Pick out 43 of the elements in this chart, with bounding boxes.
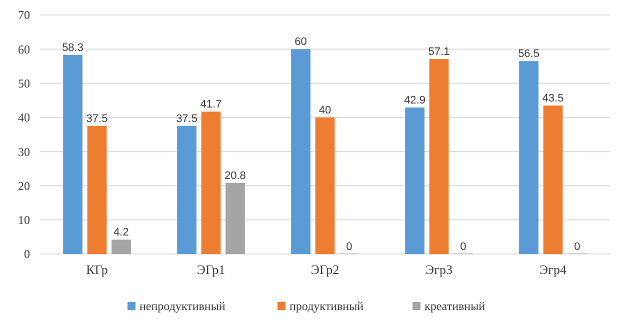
data-label: 43.5 xyxy=(542,92,564,104)
bar xyxy=(543,105,563,254)
data-label: 57.1 xyxy=(428,46,450,58)
y-tick-label: 50 xyxy=(18,76,30,90)
data-label: 58.3 xyxy=(62,42,84,54)
data-label: 20.8 xyxy=(224,170,246,182)
data-label: 40 xyxy=(318,104,332,116)
bar xyxy=(87,126,107,254)
x-tick-label: Эгр4 xyxy=(540,262,567,277)
data-label: 37.5 xyxy=(86,112,108,125)
data-label: 0 xyxy=(460,241,466,253)
bar xyxy=(63,54,82,254)
legend-label: непродуктивный xyxy=(140,299,226,314)
bar xyxy=(291,49,310,254)
x-tick-label: ЭГр2 xyxy=(310,262,340,277)
data-label: 37.5 xyxy=(176,112,198,125)
bar xyxy=(112,240,131,254)
data-label: 42.9 xyxy=(404,94,426,107)
y-tick-label: 60 xyxy=(18,42,30,56)
y-tick-label: 70 xyxy=(18,8,30,22)
bar xyxy=(226,182,245,254)
x-tick-label: Эгр3 xyxy=(426,262,452,277)
data-label: 0 xyxy=(346,241,352,253)
bar xyxy=(177,126,196,254)
x-tick-label: КГр xyxy=(86,262,108,277)
y-tick-label: 40 xyxy=(18,110,30,125)
data-label: 4.2 xyxy=(114,226,129,239)
bar xyxy=(429,59,449,254)
data-label: 0 xyxy=(574,241,580,253)
y-tick-label: 20 xyxy=(18,178,30,193)
data-label: 41.7 xyxy=(200,98,222,111)
bar xyxy=(519,61,538,254)
data-label: 60 xyxy=(294,36,307,48)
y-tick-label: 30 xyxy=(18,144,30,159)
data-label: 56.5 xyxy=(518,48,540,60)
bar xyxy=(405,108,424,254)
x-tick-label: ЭГр1 xyxy=(196,262,226,277)
y-tick-label: 0 xyxy=(24,247,30,262)
y-tick-label: 10 xyxy=(18,213,30,228)
legend-label: креативный xyxy=(424,299,486,314)
bar xyxy=(201,112,221,254)
legend-label: продуктивный xyxy=(290,299,364,314)
bar xyxy=(315,117,335,254)
